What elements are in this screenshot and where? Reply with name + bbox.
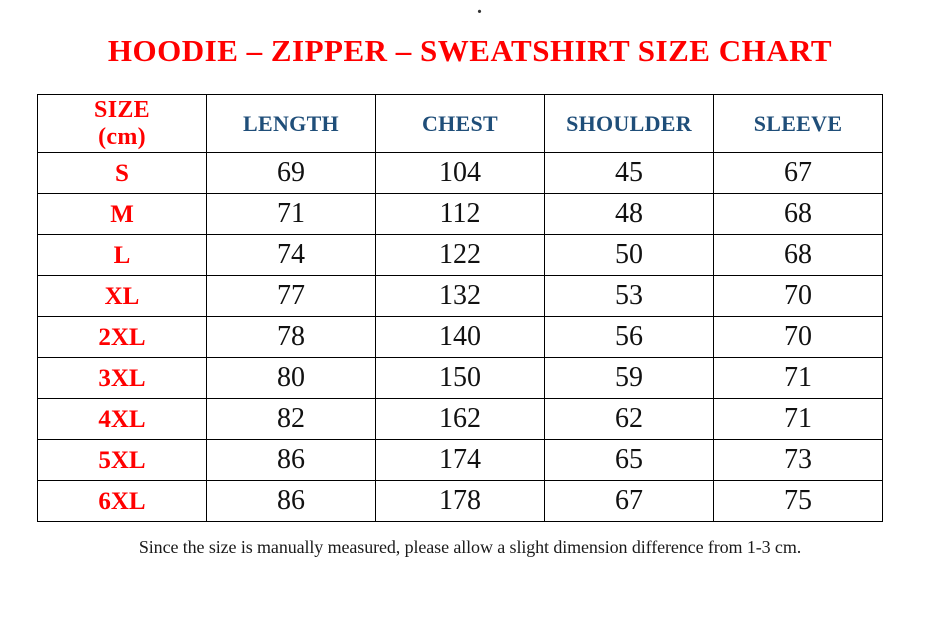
sleeve-value: 71 — [713, 398, 883, 440]
column-header-chest: CHEST — [375, 94, 545, 153]
chest-value: 162 — [375, 398, 545, 440]
shoulder-value: 65 — [544, 439, 714, 481]
length-value: 74 — [206, 234, 376, 276]
table-row-6xl: 6XL 86 178 67 75 — [37, 480, 883, 522]
table-row-s: S 69 104 45 67 — [37, 152, 883, 194]
column-header-sleeve: SLEEVE — [713, 94, 883, 153]
top-dot: . — [477, 0, 482, 18]
shoulder-value: 67 — [544, 480, 714, 522]
sleeve-value: 70 — [713, 275, 883, 317]
shoulder-value: 50 — [544, 234, 714, 276]
sleeve-value: 67 — [713, 152, 883, 194]
table-row-3xl: 3XL 80 150 59 71 — [37, 357, 883, 399]
length-value: 69 — [206, 152, 376, 194]
chest-value: 174 — [375, 439, 545, 481]
length-value: 78 — [206, 316, 376, 358]
shoulder-value: 48 — [544, 193, 714, 235]
table-row-4xl: 4XL 82 162 62 71 — [37, 398, 883, 440]
table-row-l: L 74 122 50 68 — [37, 234, 883, 276]
shoulder-value: 59 — [544, 357, 714, 399]
sleeve-value: 70 — [713, 316, 883, 358]
chest-value: 104 — [375, 152, 545, 194]
size-label: 4XL — [37, 398, 207, 440]
size-label: 6XL — [37, 480, 207, 522]
chest-value: 112 — [375, 193, 545, 235]
sleeve-value: 68 — [713, 193, 883, 235]
chest-value: 132 — [375, 275, 545, 317]
size-label: M — [37, 193, 207, 235]
sleeve-value: 75 — [713, 480, 883, 522]
length-value: 77 — [206, 275, 376, 317]
size-label: 2XL — [37, 316, 207, 358]
shoulder-value: 45 — [544, 152, 714, 194]
column-header-shoulder: SHOULDER — [544, 94, 714, 153]
sleeve-value: 73 — [713, 439, 883, 481]
chest-value: 150 — [375, 357, 545, 399]
size-label: L — [37, 234, 207, 276]
table-header-row: SIZE (cm) LENGTH CHEST SHOULDER SLEEVE — [37, 94, 883, 153]
size-label: 3XL — [37, 357, 207, 399]
shoulder-value: 62 — [544, 398, 714, 440]
length-value: 86 — [206, 480, 376, 522]
size-label: XL — [37, 275, 207, 317]
column-header-size-cm: SIZE (cm) — [37, 94, 207, 153]
table-row-5xl: 5XL 86 174 65 73 — [37, 439, 883, 481]
table-row-xl: XL 77 132 53 70 — [37, 275, 883, 317]
shoulder-value: 56 — [544, 316, 714, 358]
shoulder-value: 53 — [544, 275, 714, 317]
table-row-2xl: 2XL 78 140 56 70 — [37, 316, 883, 358]
length-value: 80 — [206, 357, 376, 399]
size-label: S — [37, 152, 207, 194]
chest-value: 178 — [375, 480, 545, 522]
page-title: HOODIE – ZIPPER – SWEATSHIRT SIZE CHART — [107, 33, 833, 68]
length-value: 71 — [206, 193, 376, 235]
sleeve-value: 68 — [713, 234, 883, 276]
footnote: Since the size is manually measured, ple… — [138, 537, 802, 557]
table-row-m: M 71 112 48 68 — [37, 193, 883, 235]
size-chart-table: SIZE (cm) LENGTH CHEST SHOULDER SLEEVE S… — [37, 94, 883, 522]
length-value: 86 — [206, 439, 376, 481]
sleeve-value: 71 — [713, 357, 883, 399]
chest-value: 140 — [375, 316, 545, 358]
chest-value: 122 — [375, 234, 545, 276]
size-label: 5XL — [37, 439, 207, 481]
column-header-length: LENGTH — [206, 94, 376, 153]
length-value: 82 — [206, 398, 376, 440]
